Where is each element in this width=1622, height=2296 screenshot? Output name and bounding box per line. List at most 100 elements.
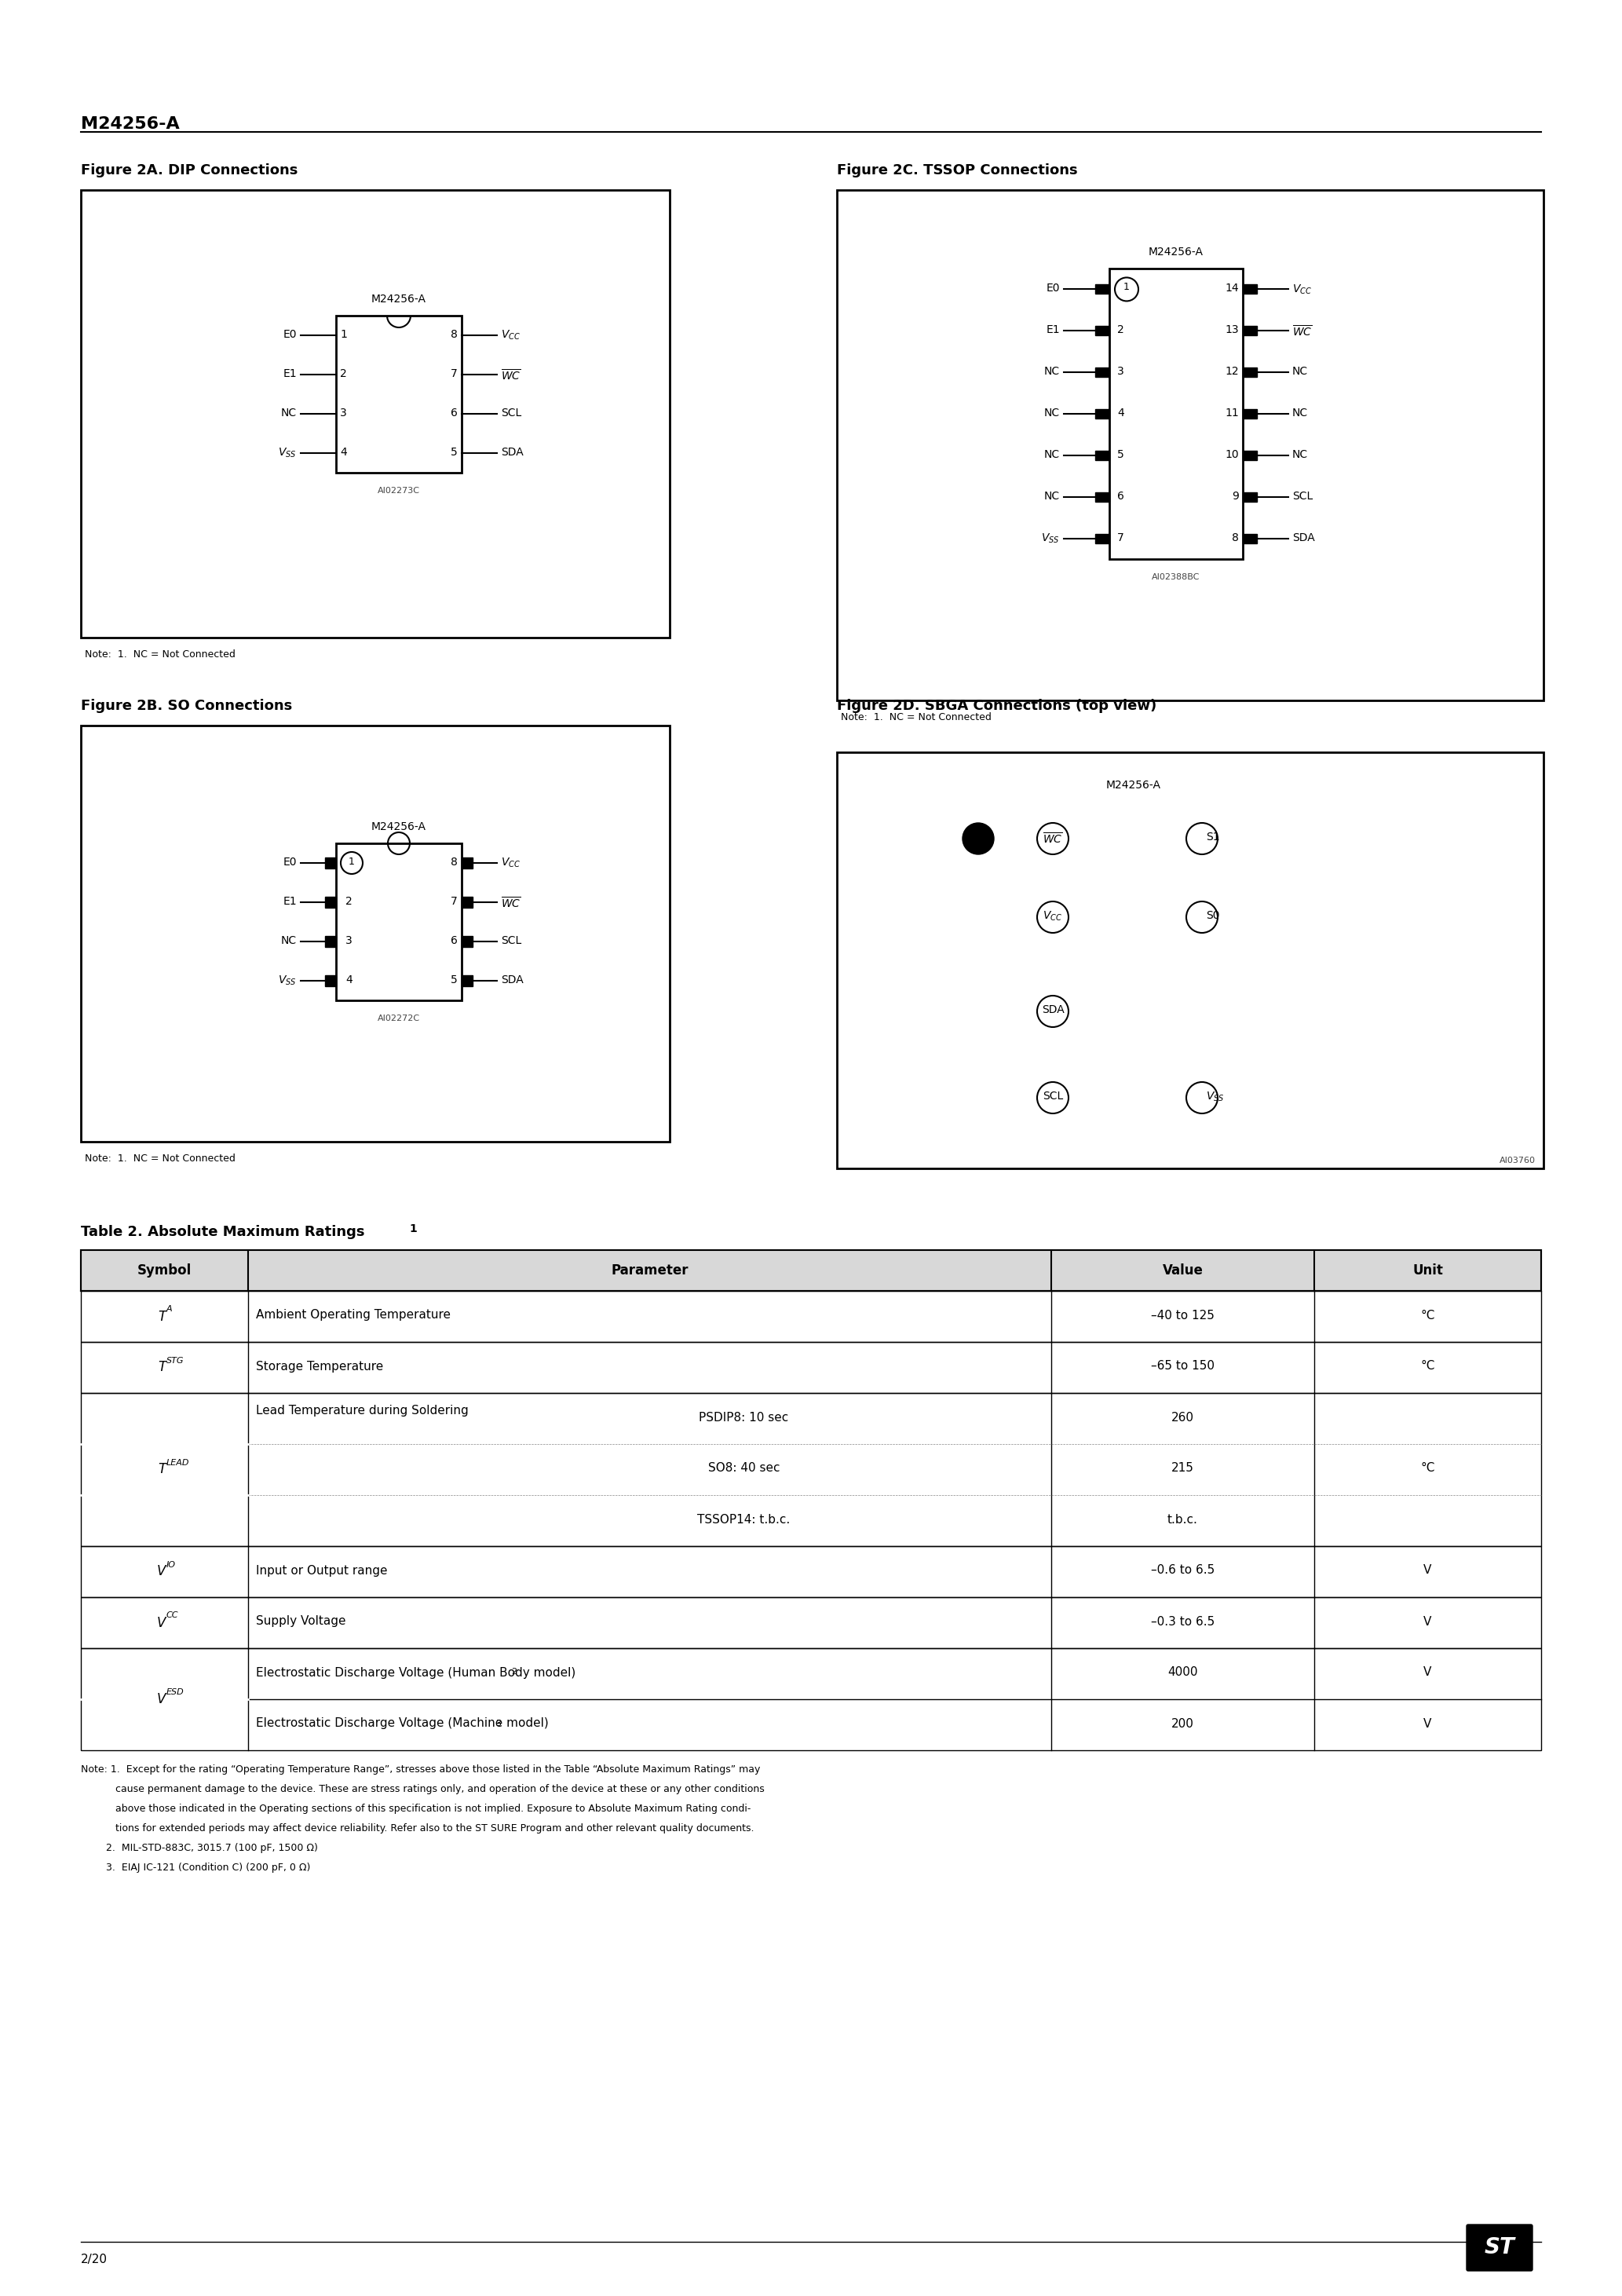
Text: Note:  1.  NC = Not Connected: Note: 1. NC = Not Connected <box>84 1153 235 1164</box>
Text: 3: 3 <box>1118 365 1124 377</box>
Text: STG: STG <box>165 1357 183 1364</box>
Text: T: T <box>157 1309 165 1322</box>
Text: Input or Output range: Input or Output range <box>256 1564 388 1577</box>
Bar <box>81 191 670 638</box>
Text: CC: CC <box>165 1612 178 1619</box>
Text: 7: 7 <box>1118 533 1124 544</box>
Bar <box>1242 367 1257 377</box>
Text: IO: IO <box>165 1561 175 1568</box>
Text: t.b.c.: t.b.c. <box>1168 1513 1199 1525</box>
Bar <box>1095 326 1109 335</box>
Text: °C: °C <box>1421 1362 1435 1373</box>
Text: V: V <box>157 1616 165 1630</box>
Text: NC: NC <box>1045 365 1059 377</box>
Bar <box>462 976 472 987</box>
Text: Value: Value <box>1163 1263 1204 1277</box>
Text: NC: NC <box>1045 406 1059 418</box>
Bar <box>837 753 1544 1169</box>
Text: E1: E1 <box>282 895 297 907</box>
Text: A: A <box>165 1306 172 1313</box>
Text: 9: 9 <box>1231 491 1239 501</box>
Text: $V_{CC}$: $V_{CC}$ <box>501 856 521 870</box>
Text: Electrostatic Discharge Voltage (Human Body model): Electrostatic Discharge Voltage (Human B… <box>256 1667 576 1678</box>
Text: above those indicated in the Operating sections of this specification is not imp: above those indicated in the Operating s… <box>81 1805 751 1814</box>
Text: 5: 5 <box>1118 450 1124 459</box>
Text: S1: S1 <box>1205 831 1220 843</box>
Text: tions for extended periods may affect device reliability. Refer also to the ST S: tions for extended periods may affect de… <box>81 1823 754 1835</box>
Text: 6: 6 <box>451 406 457 418</box>
Text: 6: 6 <box>451 934 457 946</box>
Text: AI02272C: AI02272C <box>378 1015 420 1022</box>
Bar <box>1095 450 1109 459</box>
Text: T: T <box>157 1463 165 1476</box>
Text: $\overline{WC}$: $\overline{WC}$ <box>1293 324 1312 340</box>
Text: V: V <box>1424 1564 1432 1577</box>
Bar <box>1095 367 1109 377</box>
Text: 3.  EIAJ IC-121 (Condition C) (200 pF, 0 Ω): 3. EIAJ IC-121 (Condition C) (200 pF, 0 … <box>81 1862 310 1874</box>
Text: TSSOP14: t.b.c.: TSSOP14: t.b.c. <box>697 1513 790 1525</box>
Text: AI02273C: AI02273C <box>378 487 420 494</box>
Text: 4000: 4000 <box>1168 1667 1199 1678</box>
Text: M24256-A: M24256-A <box>81 117 180 131</box>
Text: Lead Temperature during Soldering: Lead Temperature during Soldering <box>256 1405 469 1417</box>
Text: 8: 8 <box>451 856 457 868</box>
Bar <box>837 191 1544 700</box>
Text: ST: ST <box>1484 2236 1515 2259</box>
Text: NC: NC <box>1293 365 1307 377</box>
Text: V: V <box>1424 1717 1432 1729</box>
Text: 6: 6 <box>1118 491 1124 501</box>
Text: NC: NC <box>281 934 297 946</box>
Text: V: V <box>157 1564 165 1580</box>
Bar <box>324 937 336 946</box>
Bar <box>1095 409 1109 418</box>
Text: 5: 5 <box>451 448 457 457</box>
Text: Symbol: Symbol <box>138 1263 191 1277</box>
Text: 4: 4 <box>341 448 347 457</box>
Text: AI02388BC: AI02388BC <box>1152 574 1200 581</box>
Text: $V_{SS}$: $V_{SS}$ <box>279 974 297 987</box>
Text: Parameter: Parameter <box>611 1263 688 1277</box>
Text: SDA: SDA <box>1293 533 1315 544</box>
Text: 13: 13 <box>1225 324 1239 335</box>
Bar <box>1242 285 1257 294</box>
Text: Figure 2D. SBGA Connections (top view): Figure 2D. SBGA Connections (top view) <box>837 698 1156 714</box>
Bar <box>1095 491 1109 501</box>
Text: E1: E1 <box>282 367 297 379</box>
Text: E1: E1 <box>1046 324 1059 335</box>
Bar <box>81 1341 1541 1394</box>
Text: 2: 2 <box>1118 324 1124 335</box>
Text: NC: NC <box>1293 406 1307 418</box>
Bar <box>462 856 472 868</box>
Text: cause permanent damage to the device. These are stress ratings only, and operati: cause permanent damage to the device. Th… <box>81 1784 764 1793</box>
Text: $\overline{WC}$: $\overline{WC}$ <box>1043 831 1062 845</box>
Text: 215: 215 <box>1171 1463 1194 1474</box>
Text: 3: 3 <box>345 934 352 946</box>
Text: 200: 200 <box>1171 1717 1194 1729</box>
Bar <box>81 1649 1541 1750</box>
Text: LEAD: LEAD <box>165 1458 190 1467</box>
Text: 8: 8 <box>451 328 457 340</box>
Bar <box>81 1598 1541 1649</box>
Text: Note:  1.  NC = Not Connected: Note: 1. NC = Not Connected <box>840 712 991 723</box>
Text: Table 2. Absolute Maximum Ratings: Table 2. Absolute Maximum Ratings <box>81 1226 365 1240</box>
Text: S0: S0 <box>1205 909 1220 921</box>
Text: 4: 4 <box>345 974 352 985</box>
Text: 4: 4 <box>1118 406 1124 418</box>
Bar <box>462 898 472 907</box>
Bar <box>1109 269 1242 560</box>
Text: SCL: SCL <box>1043 1091 1062 1102</box>
Bar <box>462 937 472 946</box>
Bar <box>1242 533 1257 544</box>
Text: $V_{CC}$: $V_{CC}$ <box>501 328 521 342</box>
Bar <box>336 843 462 1001</box>
Text: NC: NC <box>1045 491 1059 501</box>
Text: V: V <box>157 1692 165 1706</box>
Bar <box>81 1545 1541 1598</box>
Text: Figure 2A. DIP Connections: Figure 2A. DIP Connections <box>81 163 298 177</box>
Text: $\overline{WC}$: $\overline{WC}$ <box>501 895 521 909</box>
Text: SCL: SCL <box>501 406 522 418</box>
Text: SCL: SCL <box>501 934 522 946</box>
Text: Note:  1.  NC = Not Connected: Note: 1. NC = Not Connected <box>84 650 235 659</box>
Bar <box>81 1249 1541 1290</box>
Bar <box>1242 409 1257 418</box>
